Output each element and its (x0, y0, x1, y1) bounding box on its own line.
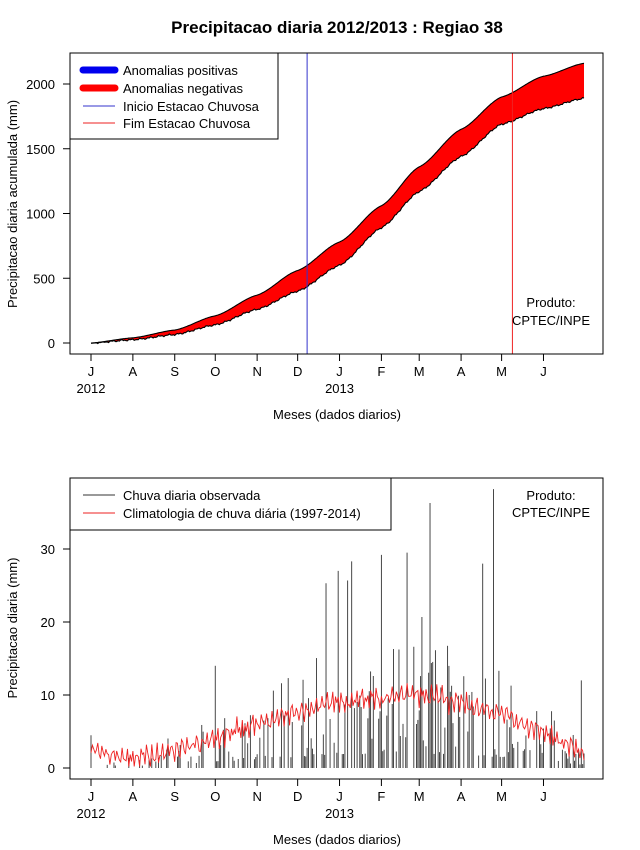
legend-rainy-season-start-label: Inicio Estacao Chuvosa (123, 99, 260, 114)
x-tick-label: N (252, 789, 261, 804)
observed-accumulated-line (90, 96, 585, 345)
y-tick-label: 20 (41, 615, 55, 630)
y-tick-label: 10 (41, 688, 55, 703)
legend-climatology-label: Climatologia de chuva diária (1997-2014) (123, 506, 361, 521)
daily-product-label: Produto: (526, 488, 575, 503)
x-tick-label: M (414, 789, 425, 804)
x-tick-label: M (496, 789, 507, 804)
x-tick-label: A (129, 789, 138, 804)
daily-x-axis-label: Meses (dados diarios) (273, 832, 401, 847)
x-tick-label: N (252, 364, 261, 379)
x-year-label: 2012 (77, 806, 106, 821)
x-tick-label: A (457, 364, 466, 379)
x-tick-label: J (336, 789, 343, 804)
daily-axes: J A S O N D J F M A M J 2012 2013 0 10 20 30 (41, 542, 547, 821)
x-tick-label: J (540, 789, 547, 804)
daily-y-axis-label: Precipitacao diaria (mm) (5, 558, 20, 699)
daily-panel: J A S O N D J F M A M J 2012 2013 0 10 20 30 Meses (dados… (5, 477, 604, 847)
y-tick-label: 30 (41, 542, 55, 557)
legend-positive-anomaly-label: Anomalias positivas (123, 63, 238, 78)
daily-plot-area (90, 489, 585, 768)
x-tick-label: D (293, 789, 302, 804)
x-tick-label: A (457, 789, 466, 804)
y-tick-label: 1500 (26, 142, 55, 157)
accumulated-product-label: Produto: (526, 295, 575, 310)
legend-negative-anomaly-label: Anomalias negativas (123, 81, 243, 96)
accumulated-x-axis-label: Meses (dados diarios) (273, 407, 401, 422)
x-tick-label: M (496, 364, 507, 379)
y-tick-label: 0 (48, 336, 55, 351)
daily-legend-box (69, 477, 392, 531)
daily-legend: Chuva diaria observada Climatologia de c… (69, 477, 392, 531)
x-tick-label: J (336, 364, 343, 379)
x-tick-label: S (170, 789, 179, 804)
x-tick-label: A (129, 364, 138, 379)
y-tick-label: 500 (33, 271, 55, 286)
x-year-label: 2012 (77, 381, 106, 396)
climatology-daily-line (90, 683, 585, 767)
x-tick-label: S (170, 364, 179, 379)
x-tick-label: F (377, 789, 385, 804)
y-tick-label: 0 (48, 761, 55, 776)
accumulated-panel: J A S O N D J F M A M J 2012 2013 0 500 1000 1500 2000 Mes… (5, 52, 604, 422)
accumulated-plot-area (90, 53, 585, 354)
legend-rainy-season-end-label: Fim Estacao Chuvosa (123, 116, 251, 131)
accumulated-product-source: CPTEC/INPE (512, 313, 590, 328)
accumulated-y-axis-label: Precipitacao diaria acumulada (mm) (5, 100, 20, 308)
x-tick-label: J (540, 364, 547, 379)
x-year-label: 2013 (325, 806, 354, 821)
x-tick-label: O (210, 364, 220, 379)
y-tick-label: 1000 (26, 207, 55, 222)
x-tick-label: J (88, 364, 95, 379)
legend-observed-rain-label: Chuva diaria observada (123, 488, 261, 503)
x-tick-label: M (414, 364, 425, 379)
x-tick-label: F (377, 364, 385, 379)
x-tick-label: J (88, 789, 95, 804)
x-year-label: 2013 (325, 381, 354, 396)
negative-anomaly-area (91, 63, 584, 344)
climatology-accumulated-line (90, 62, 585, 344)
x-tick-label: D (293, 364, 302, 379)
y-tick-label: 2000 (26, 77, 55, 92)
x-tick-label: O (210, 789, 220, 804)
accumulated-legend: Anomalias positivas Anomalias negativas … (69, 52, 279, 140)
daily-product-source: CPTEC/INPE (512, 505, 590, 520)
chart-title: Precipitacao diaria 2012/2013 : Regiao 3… (171, 18, 503, 37)
